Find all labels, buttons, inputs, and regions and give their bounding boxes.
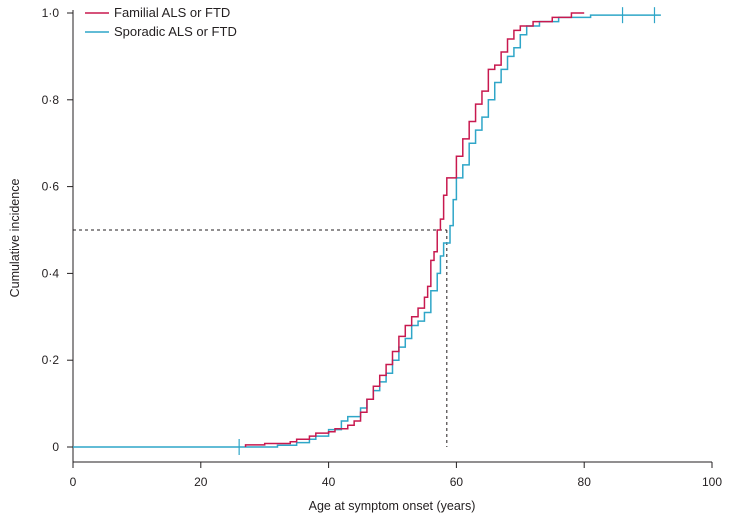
- legend-label-familial: Familial ALS or FTD: [114, 5, 230, 20]
- axes: [72, 10, 712, 463]
- reference-lines: [73, 229, 448, 447]
- x-tick-label-100: 100: [702, 475, 722, 489]
- series-line-sporadic: [73, 14, 661, 448]
- x-tick-label-20: 20: [194, 475, 208, 489]
- y-ticks: 0 0·2 0·4 0·6 0·8 1·0: [42, 6, 73, 454]
- y-tick-label-4: 0·8: [42, 93, 60, 107]
- y-tick-label-0: 0: [52, 440, 59, 454]
- y-tick-label-5: 1·0: [42, 6, 60, 20]
- y-tick-label-1: 0·2: [42, 353, 60, 367]
- y-tick-label-3: 0·6: [42, 180, 60, 194]
- series-group: [73, 7, 661, 455]
- x-tick-label-80: 80: [578, 475, 592, 489]
- y-tick-label-2: 0·4: [42, 266, 60, 280]
- x-axis-title: Age at symptom onset (years): [309, 499, 476, 513]
- y-axis-title: Cumulative incidence: [8, 179, 22, 298]
- legend-label-sporadic: Sporadic ALS or FTD: [114, 24, 237, 39]
- x-ticks: 0 20 40 60 80 100: [70, 462, 722, 489]
- x-tick-label-40: 40: [322, 475, 336, 489]
- legend: Familial ALS or FTD Sporadic ALS or FTD: [85, 5, 237, 39]
- x-tick-label-60: 60: [450, 475, 464, 489]
- x-tick-label-0: 0: [70, 475, 77, 489]
- series-line-familial: [244, 12, 585, 447]
